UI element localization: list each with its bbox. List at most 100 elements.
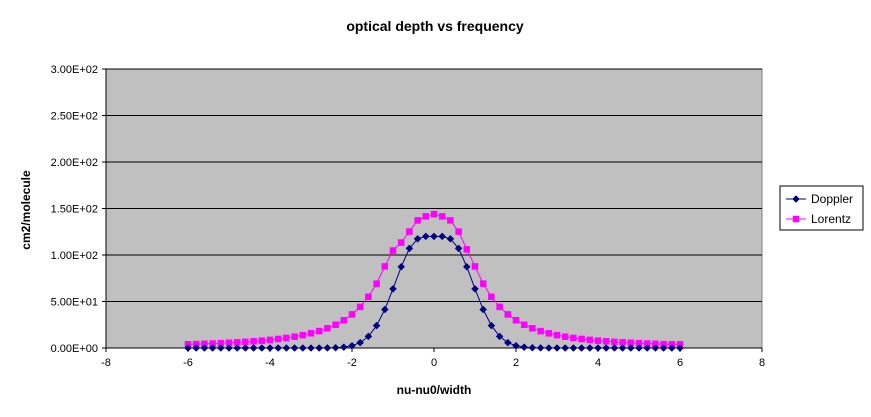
data-point-lorentz [348, 311, 356, 318]
y-tick-label: 2.00E+02 [51, 157, 98, 169]
data-point-lorentz [324, 325, 331, 332]
legend-marker-doppler [792, 195, 800, 203]
data-point-lorentz [611, 338, 618, 346]
data-point-doppler [479, 305, 488, 314]
data-point-doppler [380, 305, 389, 314]
data-point-doppler [225, 344, 233, 352]
data-point-doppler [241, 344, 250, 352]
data-point-doppler [602, 344, 611, 352]
chart-title: optical depth vs frequency [346, 18, 524, 34]
data-point-doppler [315, 344, 324, 352]
data-point-lorentz [266, 336, 274, 344]
data-point-doppler [298, 344, 307, 352]
y-tick-label: 2.50E+02 [51, 111, 98, 123]
data-point-lorentz [537, 327, 544, 335]
data-point-doppler [594, 344, 602, 352]
data-point-lorentz [340, 317, 348, 324]
data-point-lorentz [242, 338, 249, 346]
legend-box [779, 185, 864, 231]
data-point-doppler [561, 344, 570, 352]
data-point-lorentz [315, 327, 323, 335]
x-tick-label: -4 [265, 357, 275, 369]
x-tick-label: 0 [431, 357, 437, 369]
x-axis-label: nu-nu0/width [397, 383, 472, 397]
data-point-doppler [233, 344, 242, 352]
data-point-doppler [372, 321, 381, 330]
data-point-doppler [282, 344, 291, 352]
y-tick-label: 5.00E+01 [51, 297, 98, 309]
x-tick-label: -2 [347, 357, 357, 369]
data-point-doppler [216, 344, 225, 352]
data-point-lorentz [332, 321, 339, 328]
data-point-doppler [348, 341, 356, 350]
data-point-doppler [520, 343, 529, 352]
data-point-lorentz [561, 333, 569, 340]
data-point-lorentz [430, 210, 438, 218]
data-point-lorentz [373, 280, 380, 287]
data-point-lorentz [602, 338, 610, 345]
data-point-doppler [208, 344, 217, 352]
legend-marker-lorentz [792, 215, 800, 223]
data-point-lorentz [455, 228, 462, 235]
data-point-lorentz [381, 263, 389, 270]
data-point-doppler [307, 344, 315, 352]
data-point-lorentz [299, 331, 307, 339]
data-point-lorentz [258, 337, 266, 344]
y-tick-label: 1.50E+02 [51, 204, 98, 216]
data-point-lorentz [250, 338, 257, 345]
data-point-doppler [643, 344, 652, 352]
plot-area: 0.00E+00 5.00E+01 1.00E+02 1.50E+02 2.00E+02… [51, 64, 765, 369]
legend: Doppler Lorentz [779, 185, 864, 231]
data-point-lorentz [283, 334, 290, 342]
data-point-doppler [553, 344, 561, 352]
data-point-doppler [356, 338, 365, 347]
y-tick-label: 1.00E+02 [51, 250, 98, 262]
data-point-doppler [503, 338, 512, 347]
data-point-doppler [512, 341, 520, 350]
data-point-doppler [413, 234, 422, 243]
data-point-doppler [495, 332, 504, 341]
data-point-lorentz [274, 335, 282, 343]
data-point-doppler [635, 344, 643, 352]
data-point-doppler [446, 234, 455, 243]
x-tick-label: 6 [677, 357, 683, 369]
data-point-lorentz [578, 335, 585, 343]
data-point-doppler [192, 344, 201, 352]
data-point-doppler [462, 262, 471, 271]
x-tick-label: -8 [101, 357, 111, 369]
data-point-doppler [626, 344, 635, 352]
data-point-doppler [200, 344, 209, 352]
data-point-lorentz [307, 330, 315, 337]
x-tick-label: -6 [183, 357, 193, 369]
data-point-lorentz [406, 228, 413, 235]
data-point-doppler [184, 344, 192, 352]
data-point-lorentz [504, 311, 512, 318]
x-tick-label: 2 [513, 357, 519, 369]
data-point-lorentz [365, 293, 372, 301]
data-point-doppler [389, 284, 397, 293]
data-point-doppler [585, 344, 594, 352]
data-point-lorentz [397, 239, 405, 246]
data-point-lorentz [438, 213, 446, 220]
data-point-lorentz [496, 303, 503, 311]
y-axis-label: cm2/molecule [19, 170, 33, 250]
data-point-doppler [397, 262, 406, 271]
legend-label-doppler: Doppler [811, 192, 853, 206]
data-point-doppler [323, 344, 332, 352]
data-point-lorentz [389, 247, 397, 254]
data-point-doppler [290, 344, 299, 352]
data-point-doppler [274, 344, 283, 352]
data-point-doppler [487, 321, 496, 330]
x-tick-label: 8 [759, 357, 765, 369]
data-point-doppler [331, 343, 340, 352]
data-point-lorentz [586, 336, 594, 344]
data-point-lorentz [488, 293, 495, 301]
data-point-doppler [339, 343, 348, 352]
data-point-doppler [651, 344, 660, 352]
data-point-doppler [454, 244, 463, 253]
data-point-doppler [249, 344, 258, 352]
data-point-doppler [544, 344, 553, 352]
data-point-lorentz [545, 330, 553, 337]
data-point-lorentz [570, 334, 577, 342]
